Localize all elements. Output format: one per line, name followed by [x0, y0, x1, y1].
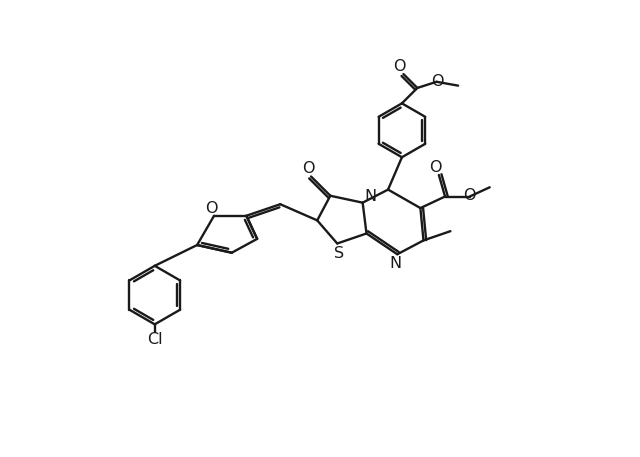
- Text: O: O: [463, 188, 476, 203]
- Text: O: O: [431, 74, 444, 89]
- Text: O: O: [303, 161, 315, 176]
- Text: Cl: Cl: [147, 332, 163, 347]
- Text: O: O: [394, 59, 406, 74]
- Text: N: N: [389, 256, 401, 271]
- Text: O: O: [205, 201, 218, 216]
- Text: S: S: [335, 246, 344, 261]
- Text: N: N: [364, 189, 376, 204]
- Text: O: O: [429, 160, 442, 175]
